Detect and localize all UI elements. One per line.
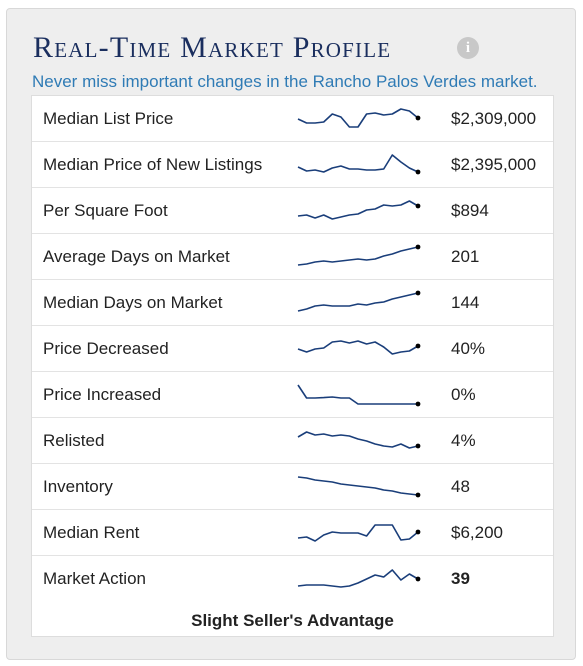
- metric-value: 40%: [451, 339, 486, 358]
- metric-value: 0%: [451, 385, 476, 404]
- sparkline-path: [297, 108, 419, 128]
- sparkline-path: [297, 384, 418, 405]
- metric-label: Median Rent: [43, 523, 140, 542]
- metric-value: $894: [451, 201, 489, 220]
- sparkline-endpoint: [415, 244, 421, 250]
- metric-row: Median List Price $2,309,000: [32, 96, 553, 142]
- metric-value: $2,395,000: [451, 155, 537, 174]
- sparkline-endpoint: [415, 529, 421, 535]
- sparkline-path: [297, 431, 419, 449]
- metric-row: Median Days on Market 144: [32, 280, 553, 326]
- widget-subtitle: Never miss important changes in the Ranc…: [32, 72, 538, 91]
- metric-row: Inventory 48: [32, 464, 553, 510]
- sparkline-path: [297, 524, 419, 542]
- sparkline-endpoint: [415, 492, 421, 498]
- trend-sparkline: [297, 290, 421, 312]
- metric-row: Market Action 39: [32, 556, 553, 602]
- sparkline-path: [297, 200, 419, 220]
- trend-sparkline: [297, 200, 421, 220]
- trend-sparkline: [297, 340, 421, 355]
- widget-title: Real-Time Market Profile: [33, 31, 392, 64]
- metric-row: Relisted 4%: [32, 418, 553, 464]
- sparkline-path: [297, 476, 419, 496]
- metric-label: Median Days on Market: [43, 293, 223, 312]
- trend-sparkline: [297, 431, 421, 449]
- metric-value: 4%: [451, 431, 476, 450]
- trend-sparkline: [297, 476, 421, 498]
- sparkline-path: [297, 292, 419, 312]
- metric-row: Per Square Foot $894: [32, 188, 553, 234]
- sparkline-endpoint: [415, 443, 421, 449]
- metrics-table: Median List Price $2,309,000 Median Price …: [31, 95, 554, 637]
- sparkline-path: [297, 246, 419, 266]
- sparkline-endpoint: [415, 576, 421, 582]
- sparkline-path: [297, 154, 419, 173]
- trend-sparkline: [297, 154, 421, 175]
- market-profile-widget: Real-Time Market Profile i Never miss im…: [6, 8, 576, 660]
- sparkline-endpoint: [415, 290, 421, 296]
- metric-label: Price Increased: [43, 385, 162, 404]
- metric-label: Per Square Foot: [43, 201, 168, 220]
- trend-sparkline: [297, 108, 421, 128]
- metric-value: $2,309,000: [451, 109, 537, 128]
- metric-row: Price Decreased 40%: [32, 326, 553, 372]
- metric-value: 201: [451, 247, 480, 266]
- sparkline-path: [297, 569, 419, 588]
- metric-label: Price Decreased: [43, 339, 169, 358]
- metric-row: Median Rent $6,200: [32, 510, 553, 556]
- trend-sparkline: [297, 244, 421, 266]
- market-action-summary: Slight Seller's Advantage: [191, 611, 394, 630]
- metric-label: Relisted: [43, 431, 105, 450]
- metric-label: Market Action: [43, 569, 146, 588]
- metric-row: Median Price of New Listings $2,395,000: [32, 142, 553, 188]
- sparkline-endpoint: [415, 203, 421, 209]
- sparkline-endpoint: [415, 169, 421, 175]
- metric-label: Inventory: [43, 477, 113, 496]
- metric-value: 144: [451, 293, 480, 312]
- metric-value: 48: [451, 477, 470, 496]
- metric-row: Average Days on Market 201: [32, 234, 553, 280]
- sparkline-endpoint: [415, 343, 421, 349]
- info-icon[interactable]: i: [457, 37, 479, 59]
- metric-label: Median Price of New Listings: [43, 155, 263, 174]
- sparkline-endpoint: [415, 115, 421, 121]
- sparkline-endpoint: [415, 401, 421, 407]
- metric-value: 39: [451, 569, 470, 588]
- trend-sparkline: [297, 524, 421, 542]
- metric-row: Price Increased 0%: [32, 372, 553, 418]
- trend-sparkline: [297, 384, 421, 407]
- trend-sparkline: [297, 569, 421, 588]
- sparkline-path: [297, 340, 419, 355]
- metric-label: Median List Price: [43, 109, 174, 128]
- metric-label: Average Days on Market: [43, 247, 230, 266]
- metric-value: $6,200: [451, 523, 503, 542]
